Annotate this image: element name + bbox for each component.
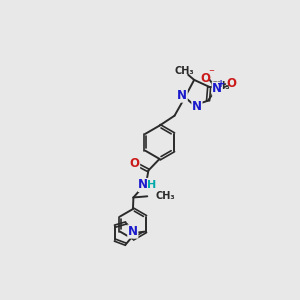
Text: +: + bbox=[217, 79, 225, 89]
Text: CH₃: CH₃ bbox=[174, 66, 194, 76]
Text: N: N bbox=[212, 82, 222, 95]
Text: N: N bbox=[177, 89, 187, 102]
Text: O: O bbox=[130, 157, 140, 169]
Text: CH₃: CH₃ bbox=[155, 191, 175, 201]
Text: N: N bbox=[138, 178, 148, 191]
Text: N: N bbox=[192, 100, 202, 113]
Text: CH₃: CH₃ bbox=[211, 81, 230, 92]
Text: H: H bbox=[147, 180, 157, 190]
Text: ⁻: ⁻ bbox=[208, 68, 214, 78]
Text: N: N bbox=[128, 225, 138, 238]
Text: O: O bbox=[200, 71, 211, 85]
Text: O: O bbox=[226, 77, 236, 90]
